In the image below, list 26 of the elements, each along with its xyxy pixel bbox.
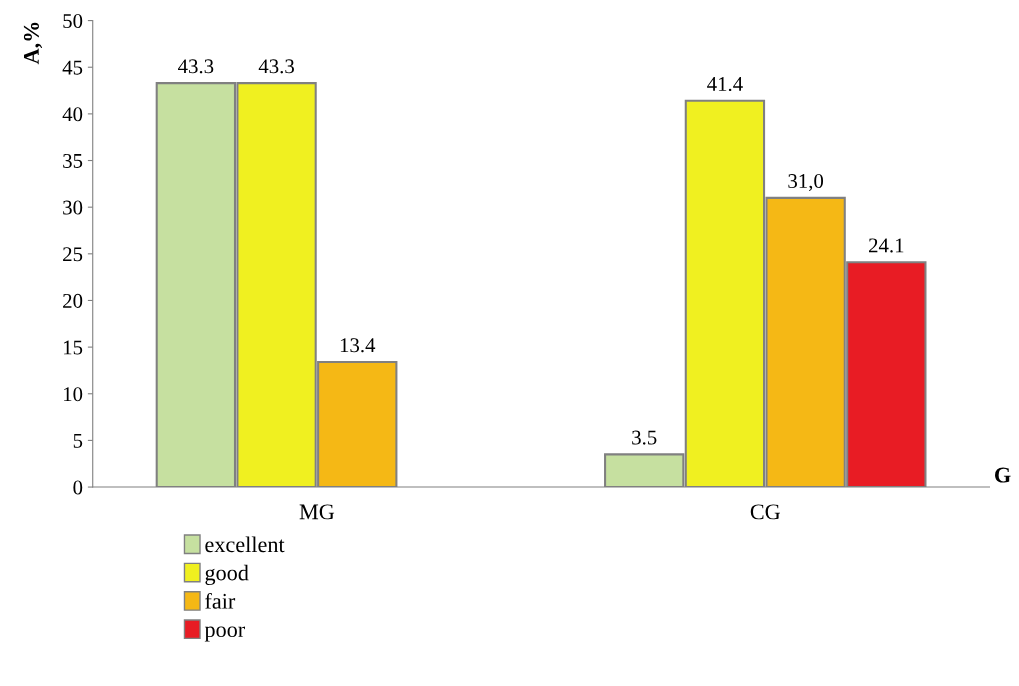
y-tick-label: 40 <box>62 107 83 122</box>
y-tick-label: 25 <box>63 247 83 262</box>
x-axis-title: G <box>995 467 1011 483</box>
y-tick-label: 45 <box>62 60 83 75</box>
x-tick-label: CG <box>750 504 781 520</box>
legend-label: good <box>205 564 249 586</box>
y-tick-label: 50 <box>63 13 83 29</box>
y-tick-label: 10 <box>64 387 83 402</box>
y-tick-label: 20 <box>63 293 83 308</box>
legend-label: excellent <box>205 536 285 553</box>
data-label: 3.5 <box>632 430 657 445</box>
data-label: 43.3 <box>258 59 294 74</box>
y-tick-label: 5 <box>73 434 83 448</box>
data-label: 41.4 <box>707 77 743 92</box>
legend-label: poor <box>204 626 245 642</box>
data-label: 24.1 <box>869 238 904 253</box>
legend-label: fair <box>205 592 236 609</box>
y-tick-label: 35 <box>63 153 83 168</box>
y-tick-label: 30 <box>63 200 83 215</box>
x-tick-label: MG <box>299 504 335 520</box>
y-tick-label: 15 <box>64 340 83 355</box>
y-axis-title: A,% <box>23 22 43 65</box>
y-tick-label: 0 <box>73 480 83 495</box>
data-label: 43.3 <box>178 59 214 74</box>
data-label: 31,0 <box>788 174 824 192</box>
data-label: 13.4 <box>340 338 376 353</box>
